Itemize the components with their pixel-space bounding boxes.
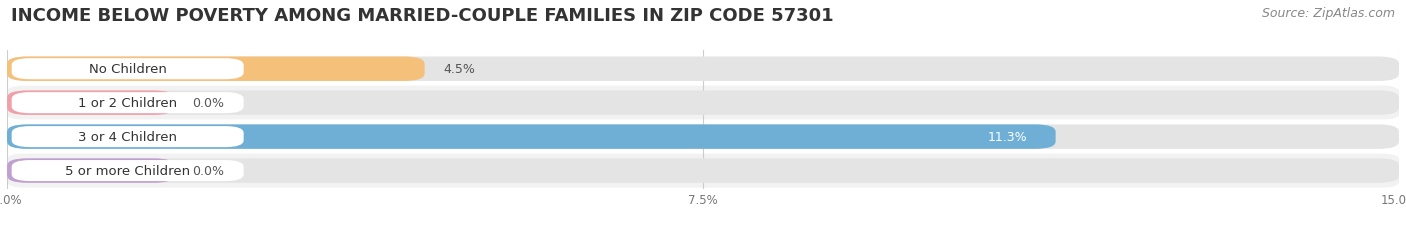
FancyBboxPatch shape <box>7 86 1399 120</box>
Text: INCOME BELOW POVERTY AMONG MARRIED-COUPLE FAMILIES IN ZIP CODE 57301: INCOME BELOW POVERTY AMONG MARRIED-COUPL… <box>11 7 834 25</box>
FancyBboxPatch shape <box>7 120 1399 154</box>
FancyBboxPatch shape <box>7 52 1399 86</box>
FancyBboxPatch shape <box>7 57 1399 82</box>
FancyBboxPatch shape <box>7 159 1399 183</box>
FancyBboxPatch shape <box>11 127 243 148</box>
Text: 1 or 2 Children: 1 or 2 Children <box>79 97 177 110</box>
FancyBboxPatch shape <box>7 91 174 116</box>
FancyBboxPatch shape <box>7 57 425 82</box>
Text: 11.3%: 11.3% <box>988 131 1028 143</box>
FancyBboxPatch shape <box>7 125 1399 149</box>
FancyBboxPatch shape <box>7 91 1399 116</box>
FancyBboxPatch shape <box>7 154 1399 188</box>
Text: Source: ZipAtlas.com: Source: ZipAtlas.com <box>1261 7 1395 20</box>
FancyBboxPatch shape <box>7 159 174 183</box>
Text: No Children: No Children <box>89 63 166 76</box>
Text: 0.0%: 0.0% <box>193 97 225 110</box>
FancyBboxPatch shape <box>7 125 1056 149</box>
FancyBboxPatch shape <box>11 59 243 80</box>
Text: 4.5%: 4.5% <box>443 63 475 76</box>
Text: 5 or more Children: 5 or more Children <box>65 164 190 177</box>
FancyBboxPatch shape <box>11 160 243 181</box>
Text: 3 or 4 Children: 3 or 4 Children <box>79 131 177 143</box>
FancyBboxPatch shape <box>11 93 243 114</box>
Text: 0.0%: 0.0% <box>193 164 225 177</box>
